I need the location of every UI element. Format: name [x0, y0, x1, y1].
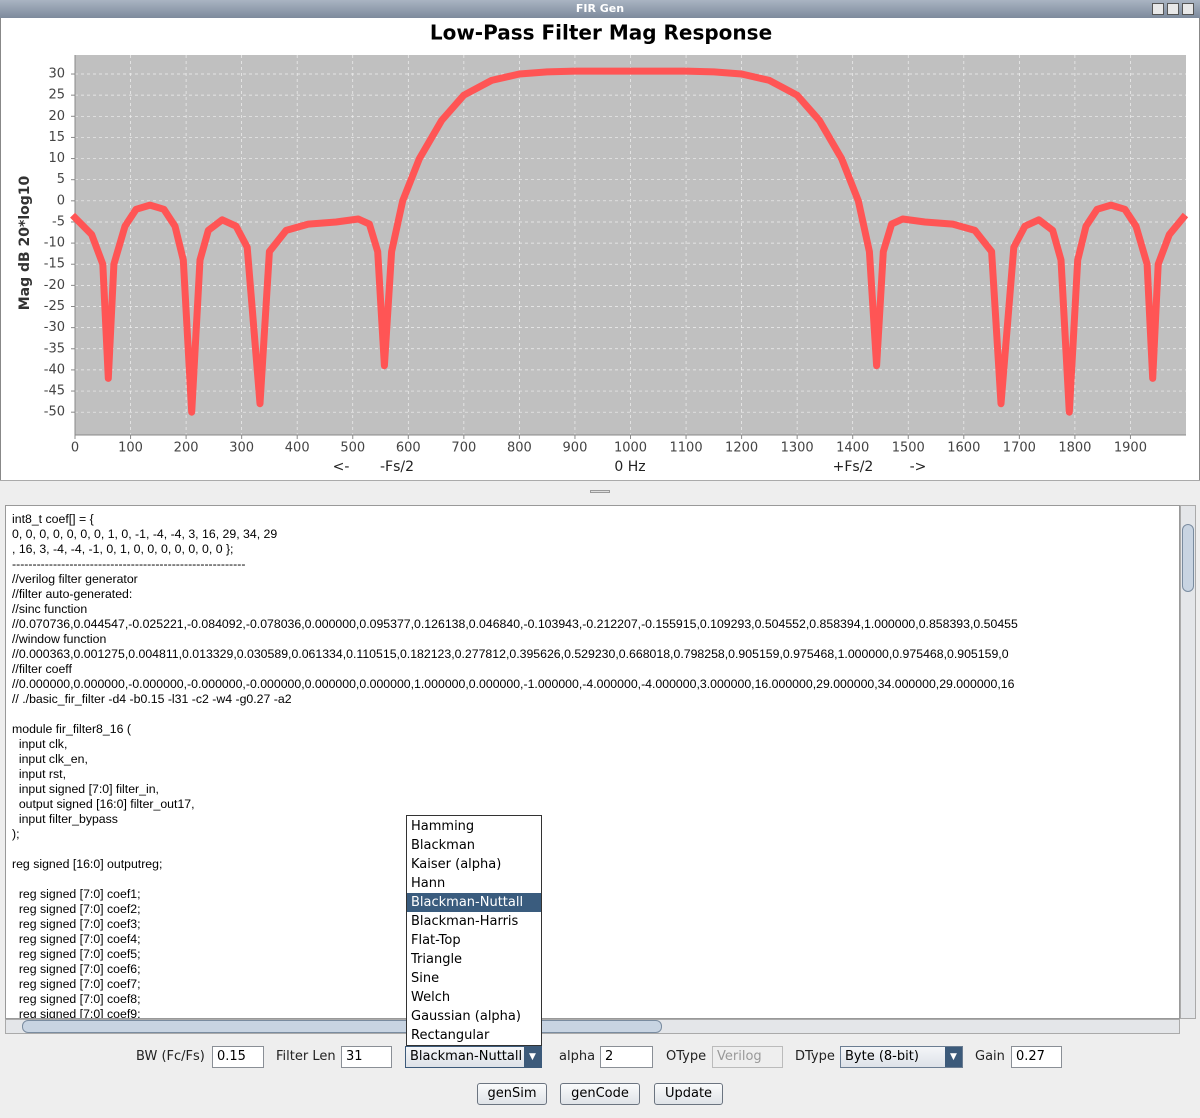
horizontal-scrollbar[interactable]: [5, 1019, 1180, 1034]
response-line: [70, 67, 1189, 416]
dropdown-item[interactable]: Sine: [411, 971, 440, 986]
y-tick-label: -20: [44, 278, 65, 293]
y-tick-label: -50: [44, 405, 65, 420]
close-button[interactable]: [1182, 3, 1194, 15]
dropdown-item[interactable]: Hann: [411, 876, 446, 891]
bw-label: BW (Fc/Fs): [136, 1049, 205, 1064]
gain-input[interactable]: 0.27: [1011, 1046, 1062, 1068]
x-tick-label: 1600: [947, 441, 980, 456]
dropdown-item[interactable]: Triangle: [411, 952, 463, 967]
minimize-button[interactable]: [1152, 3, 1164, 15]
axis-annotation: <-: [333, 459, 350, 475]
x-tick-label: 1200: [725, 441, 758, 456]
y-tick-label: 5: [57, 172, 65, 187]
scroll-thumb[interactable]: [1182, 524, 1194, 592]
x-tick-label: 400: [285, 441, 310, 456]
dropdown-item[interactable]: Blackman-Nuttall: [407, 893, 541, 912]
x-tick-label: 900: [563, 441, 588, 456]
y-tick-label: -45: [44, 384, 65, 399]
update-button[interactable]: Update: [654, 1083, 723, 1105]
x-tick-label: 600: [396, 441, 421, 456]
dropdown-item[interactable]: Blackman: [411, 838, 476, 853]
splitter-grip: [590, 490, 610, 493]
y-tick-label: 15: [48, 130, 65, 145]
scroll-thumb[interactable]: [22, 1020, 662, 1033]
x-tick-label: 100: [118, 441, 143, 456]
x-tick-label: 1000: [614, 441, 647, 456]
code-text: int8_t coef[] = { 0, 0, 0, 0, 0, 0, 0, 1…: [12, 512, 1018, 1019]
x-tick-label: 200: [174, 441, 199, 456]
axis-annotation: +Fs/2: [833, 459, 874, 475]
alpha-label: alpha: [559, 1049, 596, 1064]
x-tick-label: 1800: [1058, 441, 1091, 456]
gain-label: Gain: [975, 1049, 1005, 1064]
dropdown-item[interactable]: Hamming: [411, 819, 475, 834]
axis-annotation: 0 Hz: [614, 459, 645, 475]
y-tick-label: 0: [57, 193, 65, 208]
dtype-combo[interactable]: Byte (8-bit): [840, 1046, 963, 1068]
y-tick-label: -5: [52, 214, 65, 229]
alpha-input[interactable]: 2: [600, 1046, 653, 1068]
len-input[interactable]: 31: [341, 1046, 392, 1068]
dropdown-item[interactable]: Flat-Top: [411, 933, 461, 948]
y-tick-label: -25: [44, 299, 65, 314]
window-title: FIR Gen: [575, 2, 625, 15]
title-bar: FIR Gen: [0, 0, 1200, 18]
bw-input[interactable]: 0.15: [212, 1046, 264, 1068]
splitter[interactable]: [0, 480, 1200, 500]
window-combo[interactable]: Blackman-Nuttall: [405, 1046, 542, 1068]
len-label: Filter Len: [276, 1049, 336, 1064]
y-tick-label: 25: [48, 88, 65, 103]
dropdown-item[interactable]: Rectangular: [411, 1028, 490, 1043]
y-tick-label: -30: [44, 320, 65, 335]
otype-combo: Verilog: [712, 1046, 783, 1068]
chart-title: Low-Pass Filter Mag Response: [430, 21, 772, 45]
dropdown-item[interactable]: Welch: [411, 990, 451, 1005]
gensim-button[interactable]: genSim: [477, 1083, 547, 1105]
y-axis-label: Mag dB 20*log10: [17, 175, 33, 310]
x-tick-label: 800: [507, 441, 532, 456]
vertical-scrollbar[interactable]: [1180, 505, 1196, 1019]
x-tick-label: 500: [340, 441, 365, 456]
y-tick-label: 20: [48, 109, 65, 124]
x-tick-label: 700: [451, 441, 476, 456]
otype-value: Verilog: [717, 1049, 762, 1064]
x-tick-label: 1500: [892, 441, 925, 456]
y-tick-label: -10: [44, 236, 65, 251]
dtype-label: DType: [795, 1049, 835, 1064]
code-area[interactable]: int8_t coef[] = { 0, 0, 0, 0, 0, 0, 0, 1…: [5, 505, 1180, 1019]
axis-annotation: -Fs/2: [380, 459, 414, 475]
dtype-value: Byte (8-bit): [845, 1049, 919, 1064]
y-tick-label: -15: [44, 257, 65, 272]
x-tick-label: 1900: [1114, 441, 1147, 456]
dropdown-item[interactable]: Gaussian (alpha): [411, 1009, 521, 1024]
combo-arrow[interactable]: ▼: [524, 1047, 541, 1067]
x-tick-label: 1100: [670, 441, 703, 456]
otype-label: OType: [666, 1049, 707, 1064]
x-tick-label: 0: [71, 441, 79, 456]
y-tick-label: -40: [44, 362, 65, 377]
x-tick-label: 1400: [836, 441, 869, 456]
x-tick-label: 1300: [781, 441, 814, 456]
dropdown-item[interactable]: Kaiser (alpha): [411, 857, 502, 872]
x-tick-label: 300: [229, 441, 254, 456]
axis-annotation: ->: [910, 459, 927, 475]
chart-panel: Low-Pass Filter Mag Response Mag dB 20*l…: [0, 18, 1200, 480]
dropdown-list: Hamming Blackman Kaiser (alpha) Hann Blackma…: [406, 815, 542, 1046]
dropdown-item[interactable]: Blackman-Harris: [411, 914, 519, 929]
window-value: Blackman-Nuttall: [410, 1049, 523, 1064]
gencode-button[interactable]: genCode: [560, 1083, 640, 1105]
chart: Low-Pass Filter Mag Response Mag dB 20*l…: [17, 21, 1189, 475]
y-tick-label: -35: [44, 341, 65, 356]
maximize-button[interactable]: [1167, 3, 1179, 15]
x-tick-label: 1700: [1003, 441, 1036, 456]
y-tick-label: 10: [48, 151, 65, 166]
y-tick-label: 30: [48, 67, 65, 82]
combo-arrow[interactable]: ▼: [945, 1047, 962, 1067]
